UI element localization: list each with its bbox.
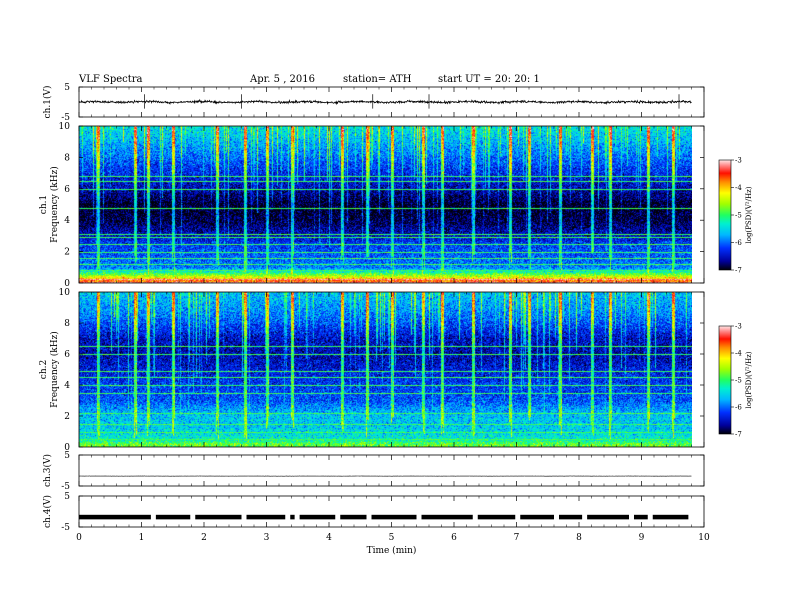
time-axis-label: Time (min) [367, 545, 417, 556]
ch3-waveform-panel: 5 -5 [61, 451, 705, 492]
ch2-freq-label: Frequency (kHz) [49, 331, 60, 408]
colorbar-tick-label: -6 [735, 239, 742, 247]
time-tick-label: 9 [639, 533, 645, 543]
freq-tick-label: 4 [64, 216, 70, 226]
freq-tick-label: 2 [64, 248, 70, 258]
freq-tick-label: 8 [64, 319, 70, 329]
colorbar-label: log(PSD)(V²/Hz) [745, 186, 753, 243]
ch4-signal-segment [587, 514, 629, 520]
freq-tick-label: 0 [64, 443, 70, 453]
freq-tick-label: 0 [64, 279, 70, 289]
colorbar-tick-label: -6 [735, 404, 742, 412]
figure-title: VLF Spectra [78, 74, 143, 85]
ch1-ylabel: ch.1(V) [42, 86, 53, 119]
ch4-signal-segment [246, 514, 286, 520]
ch3-ylabel: ch.3(V) [42, 454, 53, 487]
ch4-signal-segment [520, 514, 554, 520]
freq-tick-label: 4 [64, 381, 70, 391]
ch4-signal-segment [195, 514, 242, 520]
ch1-waveform-panel: 5 -5 [61, 83, 705, 123]
ch4-signal-segment [79, 514, 151, 520]
ch4-signal-segment [371, 514, 417, 520]
y-tick-label: 5 [64, 451, 70, 461]
ch2-colorbar: -3 -4 -5 -6 -7 log(PSD)(V²/Hz) [718, 323, 753, 439]
colorbar-tick-label: -5 [735, 377, 742, 385]
y-tick-label: 5 [64, 83, 70, 93]
ch4-signal-segment [652, 514, 689, 520]
colorbar-scale [718, 159, 732, 271]
ch4-signal-segment [340, 514, 367, 520]
ch1-spectrogram-panel: 0 2 4 6 8 10 [59, 122, 705, 289]
ch4-signal-segment [155, 514, 191, 520]
time-axis: 0 1 2 3 4 5 6 7 8 9 10 Time (min) [76, 533, 710, 556]
colorbar-tick-label: -7 [735, 267, 742, 275]
y-tick-label: -5 [61, 482, 70, 492]
ch4-signal-segment [634, 514, 648, 520]
ch2-spectrogram-raster [79, 292, 692, 447]
time-tick-label: 8 [576, 533, 582, 543]
freq-tick-label: 10 [59, 288, 71, 298]
time-tick-label: 4 [326, 533, 332, 543]
colorbar-tick-label: -3 [735, 323, 742, 331]
time-tick-label: 3 [264, 533, 270, 543]
colorbar-scale [718, 325, 732, 435]
freq-tick-label: 6 [64, 350, 70, 360]
start-time-label: start UT = 20: 20: 1 [438, 74, 540, 85]
ch1-waveform-trace [78, 98, 692, 106]
time-tick-label: 10 [698, 533, 710, 543]
time-tick-label: 5 [389, 533, 395, 543]
freq-tick-label: 8 [64, 153, 70, 163]
colorbar-tick-label: -4 [735, 350, 742, 358]
colorbar-tick-label: -3 [735, 157, 742, 165]
time-tick-label: 7 [514, 533, 520, 543]
ch4-signal-segment [299, 514, 336, 520]
y-axis-labels: ch.1(V)ch.1 Frequency (kHz)ch.2 Frequency … [39, 86, 60, 528]
y-tick-label: -5 [61, 523, 70, 533]
ch4-waveform-panel: 5 -5 [61, 492, 705, 533]
y-tick-label: 5 [64, 492, 70, 502]
ch1-spectrogram-raster [79, 126, 692, 283]
ch4-signal-segment [477, 514, 516, 520]
ch4-signal-segment [559, 514, 583, 520]
time-tick-label: 1 [139, 533, 145, 543]
ch4-signal-segment [290, 514, 295, 520]
ch4-signal-segment [421, 514, 473, 520]
time-tick-label: 2 [201, 533, 207, 543]
colorbar-label: log(PSD)(V²/Hz) [745, 351, 753, 408]
colorbar-tick-label: -7 [735, 431, 742, 439]
freq-tick-label: 10 [59, 122, 71, 132]
ch1-spec-channel-label: ch.1 [39, 195, 49, 214]
time-tick-label: 0 [76, 533, 82, 543]
station-label: station= ATH [343, 74, 412, 85]
colorbar-tick-label: -5 [735, 212, 742, 220]
ch2-spectrogram-panel: 0 2 4 6 8 10 [59, 288, 705, 453]
freq-tick-label: 2 [64, 412, 70, 422]
freq-tick-label: 6 [64, 185, 70, 195]
ch2-spec-channel-label: ch.2 [39, 360, 49, 379]
date-label: Apr. 5 , 2016 [249, 74, 315, 85]
ch1-freq-label: Frequency (kHz) [49, 166, 60, 243]
time-tick-label: 6 [451, 533, 457, 543]
ch4-ylabel: ch.4(V) [42, 495, 53, 528]
colorbar-tick-label: -4 [735, 184, 742, 192]
y-tick-label: -5 [61, 113, 70, 123]
ch1-colorbar: -3 -4 -5 -6 -7 log(PSD)(V²/Hz) [718, 157, 753, 275]
